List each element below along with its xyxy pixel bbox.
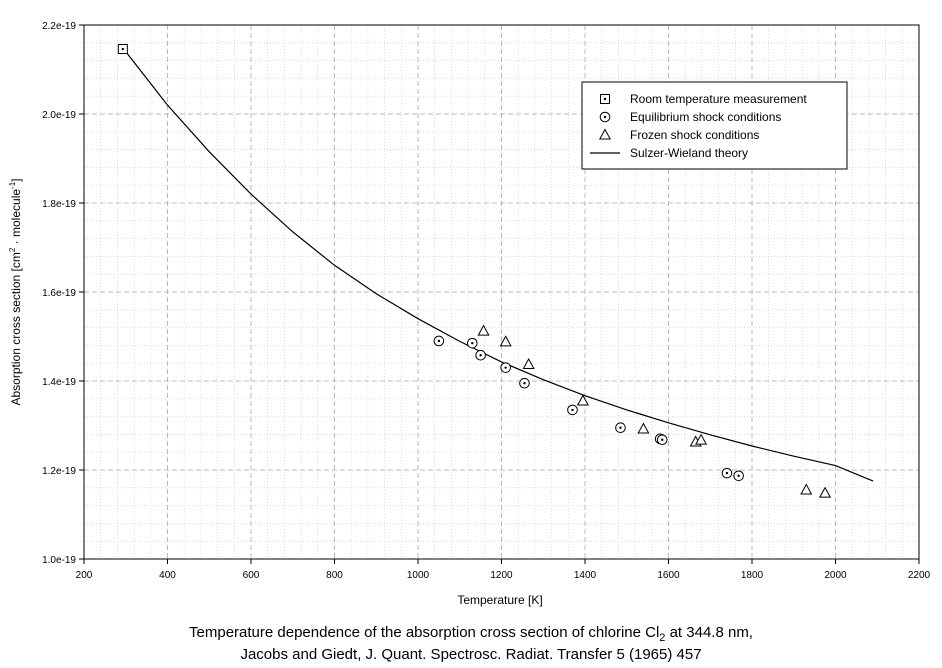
x-tick-label: 800 xyxy=(326,570,343,581)
y-axis-label-middle: · molecule xyxy=(9,189,23,248)
y-axis-label-exp2: -1 xyxy=(8,181,17,189)
y-tick-label: 1.6e-19 xyxy=(42,288,76,299)
x-tick-label: 200 xyxy=(76,570,93,581)
x-tick-label: 600 xyxy=(243,570,260,581)
legend-marker-square-dot xyxy=(600,94,610,104)
data-point xyxy=(819,486,832,498)
x-tick-label: 1400 xyxy=(574,570,597,581)
data-markers xyxy=(117,44,832,498)
x-tick-label: 1800 xyxy=(741,570,764,581)
tick-marks xyxy=(79,24,920,564)
data-point xyxy=(637,422,650,434)
caption-line-1-suffix: at 344.8 nm, xyxy=(665,624,753,641)
data-point xyxy=(567,404,578,416)
y-tick-label: 1.4e-19 xyxy=(42,377,76,388)
y-tick-label: 1.2e-19 xyxy=(42,466,76,477)
data-point xyxy=(733,470,744,482)
data-point xyxy=(117,44,128,55)
legend-marker-triangle xyxy=(598,128,612,140)
data-point xyxy=(477,324,490,336)
data-point xyxy=(519,377,530,389)
data-point xyxy=(800,483,813,495)
data-point xyxy=(499,335,512,347)
data-point xyxy=(433,335,445,347)
y-tick-label: 1.8e-19 xyxy=(42,199,76,210)
y-tick-label: 1.0e-19 xyxy=(42,555,76,566)
y-axis-label: Absorption cross section [cm2 · molecule… xyxy=(8,178,23,405)
legend-marker-circle-dot xyxy=(599,111,611,123)
x-tick-label: 1000 xyxy=(407,570,430,581)
legend-label: Frozen shock conditions xyxy=(630,128,759,142)
y-axis-label-exp1: 2 xyxy=(8,247,17,252)
caption-line-1-subscript: 2 xyxy=(659,632,666,644)
y-tick-labels: 1.0e-19 1.2e-19 1.4e-19 1.6e-19 1.8e-19 2.0e-… xyxy=(42,21,76,566)
x-axis-label: Temperature [K] xyxy=(457,593,542,607)
series-line-sulzer-wieland xyxy=(125,51,874,482)
legend-box xyxy=(581,81,848,170)
y-axis-label-prefix: Absorption cross section [cm xyxy=(9,252,23,405)
caption-line-1: Temperature dependence of the absorption… xyxy=(0,624,942,644)
legend: Room temperature measurement Equilibrium … xyxy=(581,81,848,170)
x-tick-labels: 200 400 600 800 1000 1200 1400 1600 1800 2000 2200 xyxy=(76,570,931,581)
data-point xyxy=(500,362,511,373)
data-point xyxy=(656,434,668,446)
data-point xyxy=(695,433,708,445)
caption-line-1-prefix: Temperature dependence of the absorption… xyxy=(189,624,660,641)
legend-label: Equilibrium shock conditions xyxy=(630,110,781,124)
data-point xyxy=(475,349,486,361)
data-point xyxy=(466,337,478,349)
y-tick-label: 2.2e-19 xyxy=(42,21,76,32)
y-axis-label-suffix: ] xyxy=(9,178,23,181)
x-tick-label: 2200 xyxy=(908,570,931,581)
y-tick-label: 2.0e-19 xyxy=(42,110,76,121)
legend-label: Room temperature measurement xyxy=(630,92,807,106)
x-tick-label: 400 xyxy=(159,570,176,581)
x-tick-label: 2000 xyxy=(824,570,847,581)
x-tick-label: 1600 xyxy=(657,570,680,581)
data-point xyxy=(615,422,626,434)
chart: 200 400 600 800 1000 1200 1400 1600 1800 2000 2200… xyxy=(8,21,931,607)
x-tick-label: 1200 xyxy=(490,570,513,581)
data-point xyxy=(721,467,733,479)
caption-line-2: Jacobs and Giedt, J. Quant. Spectrosc. R… xyxy=(240,646,702,663)
legend-label: Sulzer-Wieland theory xyxy=(630,146,748,160)
data-point xyxy=(522,357,535,370)
data-point xyxy=(576,394,589,406)
